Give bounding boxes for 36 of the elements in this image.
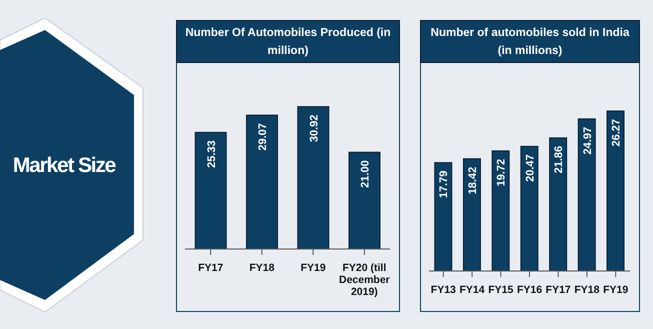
x-tick-label: FY16 [516, 284, 542, 296]
x-tick-label: FY13 [430, 284, 456, 296]
data-label: 24.97 [582, 126, 594, 154]
data-label: 19.72 [496, 158, 508, 186]
bar [434, 162, 452, 272]
x-tick-label: FY14 [460, 284, 485, 296]
x-tick-label: FY19 [300, 262, 326, 274]
bar [549, 137, 568, 272]
data-label: 21.00 [360, 160, 372, 188]
bar [462, 158, 481, 272]
bar [578, 118, 596, 272]
chart-title: Number Of Automobiles Produced (in million) [176, 20, 400, 63]
x-tick-label: FY15 [488, 284, 514, 296]
bar [492, 150, 510, 272]
x-tick-label: FY17 [198, 262, 224, 274]
bar [194, 132, 227, 250]
data-label: 30.92 [308, 114, 320, 142]
data-label: 17.79 [438, 170, 450, 198]
data-label: 25.33 [206, 140, 218, 168]
x-tick-label: FY20 (till December 2019) [338, 262, 390, 298]
bar [246, 114, 278, 250]
data-label: 20.47 [524, 154, 536, 182]
x-tick-label: FY18 [574, 284, 600, 296]
data-label: 18.42 [466, 166, 479, 194]
text: Market Size [12, 154, 116, 178]
bar [348, 152, 380, 250]
bar [520, 146, 538, 272]
chart-title: Number of automobiles sold in India (in millions) [420, 20, 640, 63]
x-tick-label: FY19 [603, 284, 628, 296]
data-label: 29.07 [257, 123, 269, 151]
data-label: 21.86 [553, 146, 566, 174]
x-tick-label: FY17 [546, 284, 571, 296]
bar [297, 106, 330, 250]
data-label: 26.27 [610, 119, 623, 147]
bar [606, 110, 625, 272]
x-tick-label: FY18 [249, 262, 275, 274]
